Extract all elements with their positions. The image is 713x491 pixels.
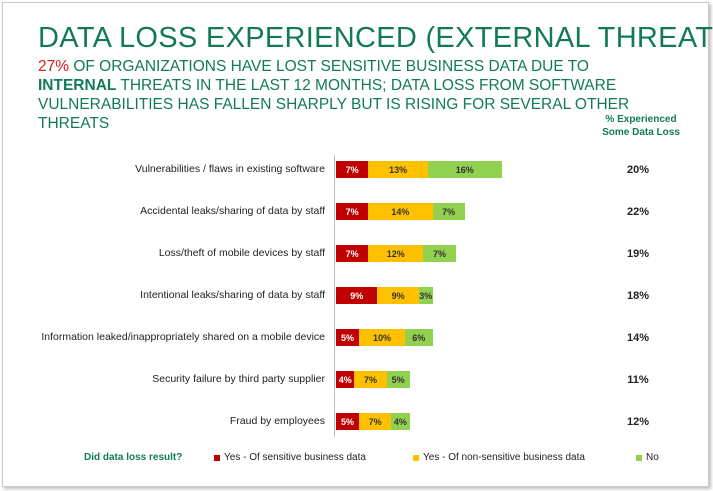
legend-item-non-sensitive: Yes - Of non-sensitive business data xyxy=(413,452,585,463)
bar-segment-sensitive: 7% xyxy=(336,245,369,262)
slide-frame xyxy=(2,2,709,487)
legend-item-sensitive: Yes - Of sensitive business data xyxy=(214,452,366,463)
bar-segment-no: 4% xyxy=(391,413,410,430)
bar-segment-non-sensitive: 9% xyxy=(377,287,419,304)
total-column-header: % Experienced Some Data Loss xyxy=(602,114,680,138)
bar-segment-non-sensitive: 7% xyxy=(359,413,392,430)
bar-segment-non-sensitive: 14% xyxy=(368,203,433,220)
bar-segment-non-sensitive: 13% xyxy=(368,161,428,178)
subtitle-emphasis: INTERNAL xyxy=(38,77,117,94)
total-value: 22% xyxy=(626,206,650,218)
bar-segment-no: 16% xyxy=(428,161,502,178)
bar-segment-no: 7% xyxy=(423,245,456,262)
bar-segment-sensitive: 5% xyxy=(336,329,359,346)
subtitle-percentage: 27% xyxy=(38,58,70,75)
legend-swatch xyxy=(636,454,642,461)
legend-question: Did data loss result? xyxy=(84,452,183,463)
bar-segment-no: 3% xyxy=(418,287,433,304)
legend-label: Yes - Of sensitive business data xyxy=(224,452,366,463)
category-label: Loss/theft of mobile devices by staff xyxy=(158,247,325,259)
legend-label: Yes - Of non-sensitive business data xyxy=(423,452,585,463)
bar-segment-no: 6% xyxy=(405,329,433,346)
chart-subtitle: 27% OF ORGANIZATIONS HAVE LOST SENSITIVE… xyxy=(38,57,658,133)
category-label: Information leaked/inappropriately share… xyxy=(41,331,325,343)
total-value: 14% xyxy=(626,332,650,344)
bar-segment-non-sensitive: 10% xyxy=(359,329,405,346)
bar-segment-sensitive: 4% xyxy=(336,371,355,388)
legend-swatch xyxy=(214,454,220,461)
legend-item-no: No xyxy=(636,452,659,463)
bar-segment-sensitive: 5% xyxy=(336,413,359,430)
total-value: 20% xyxy=(626,164,650,176)
bar-segment-sensitive: 9% xyxy=(336,287,378,304)
total-value: 18% xyxy=(626,290,650,302)
bar-segment-sensitive: 7% xyxy=(336,203,369,220)
bar-segment-no: 7% xyxy=(432,203,465,220)
legend-label: No xyxy=(646,452,659,463)
category-label: Intentional leaks/sharing of data by sta… xyxy=(140,289,325,301)
subtitle-text-1: OF ORGANIZATIONS HAVE LOST SENSITIVE BUS… xyxy=(69,58,589,75)
total-value: 11% xyxy=(627,374,649,386)
legend-swatch xyxy=(413,454,419,461)
total-value: 19% xyxy=(626,248,650,260)
category-axis-line xyxy=(334,155,335,437)
chart-title: DATA LOSS EXPERIENCED (EXTERNAL THREATS) xyxy=(38,22,713,54)
category-label: Vulnerabilities / flaws in existing soft… xyxy=(135,163,325,175)
bar-segment-non-sensitive: 7% xyxy=(354,371,387,388)
bar-segment-no: 5% xyxy=(386,371,410,388)
subtitle-text-2: THREATS IN THE LAST 12 MONTHS; DATA LOSS… xyxy=(38,77,630,132)
total-value: 12% xyxy=(626,416,650,428)
bar-segment-sensitive: 7% xyxy=(336,161,369,178)
category-label: Accidental leaks/sharing of data by staf… xyxy=(140,205,325,217)
bar-segment-non-sensitive: 12% xyxy=(368,245,424,262)
category-label: Security failure by third party supplier xyxy=(152,373,325,385)
category-label: Fraud by employees xyxy=(229,415,325,427)
